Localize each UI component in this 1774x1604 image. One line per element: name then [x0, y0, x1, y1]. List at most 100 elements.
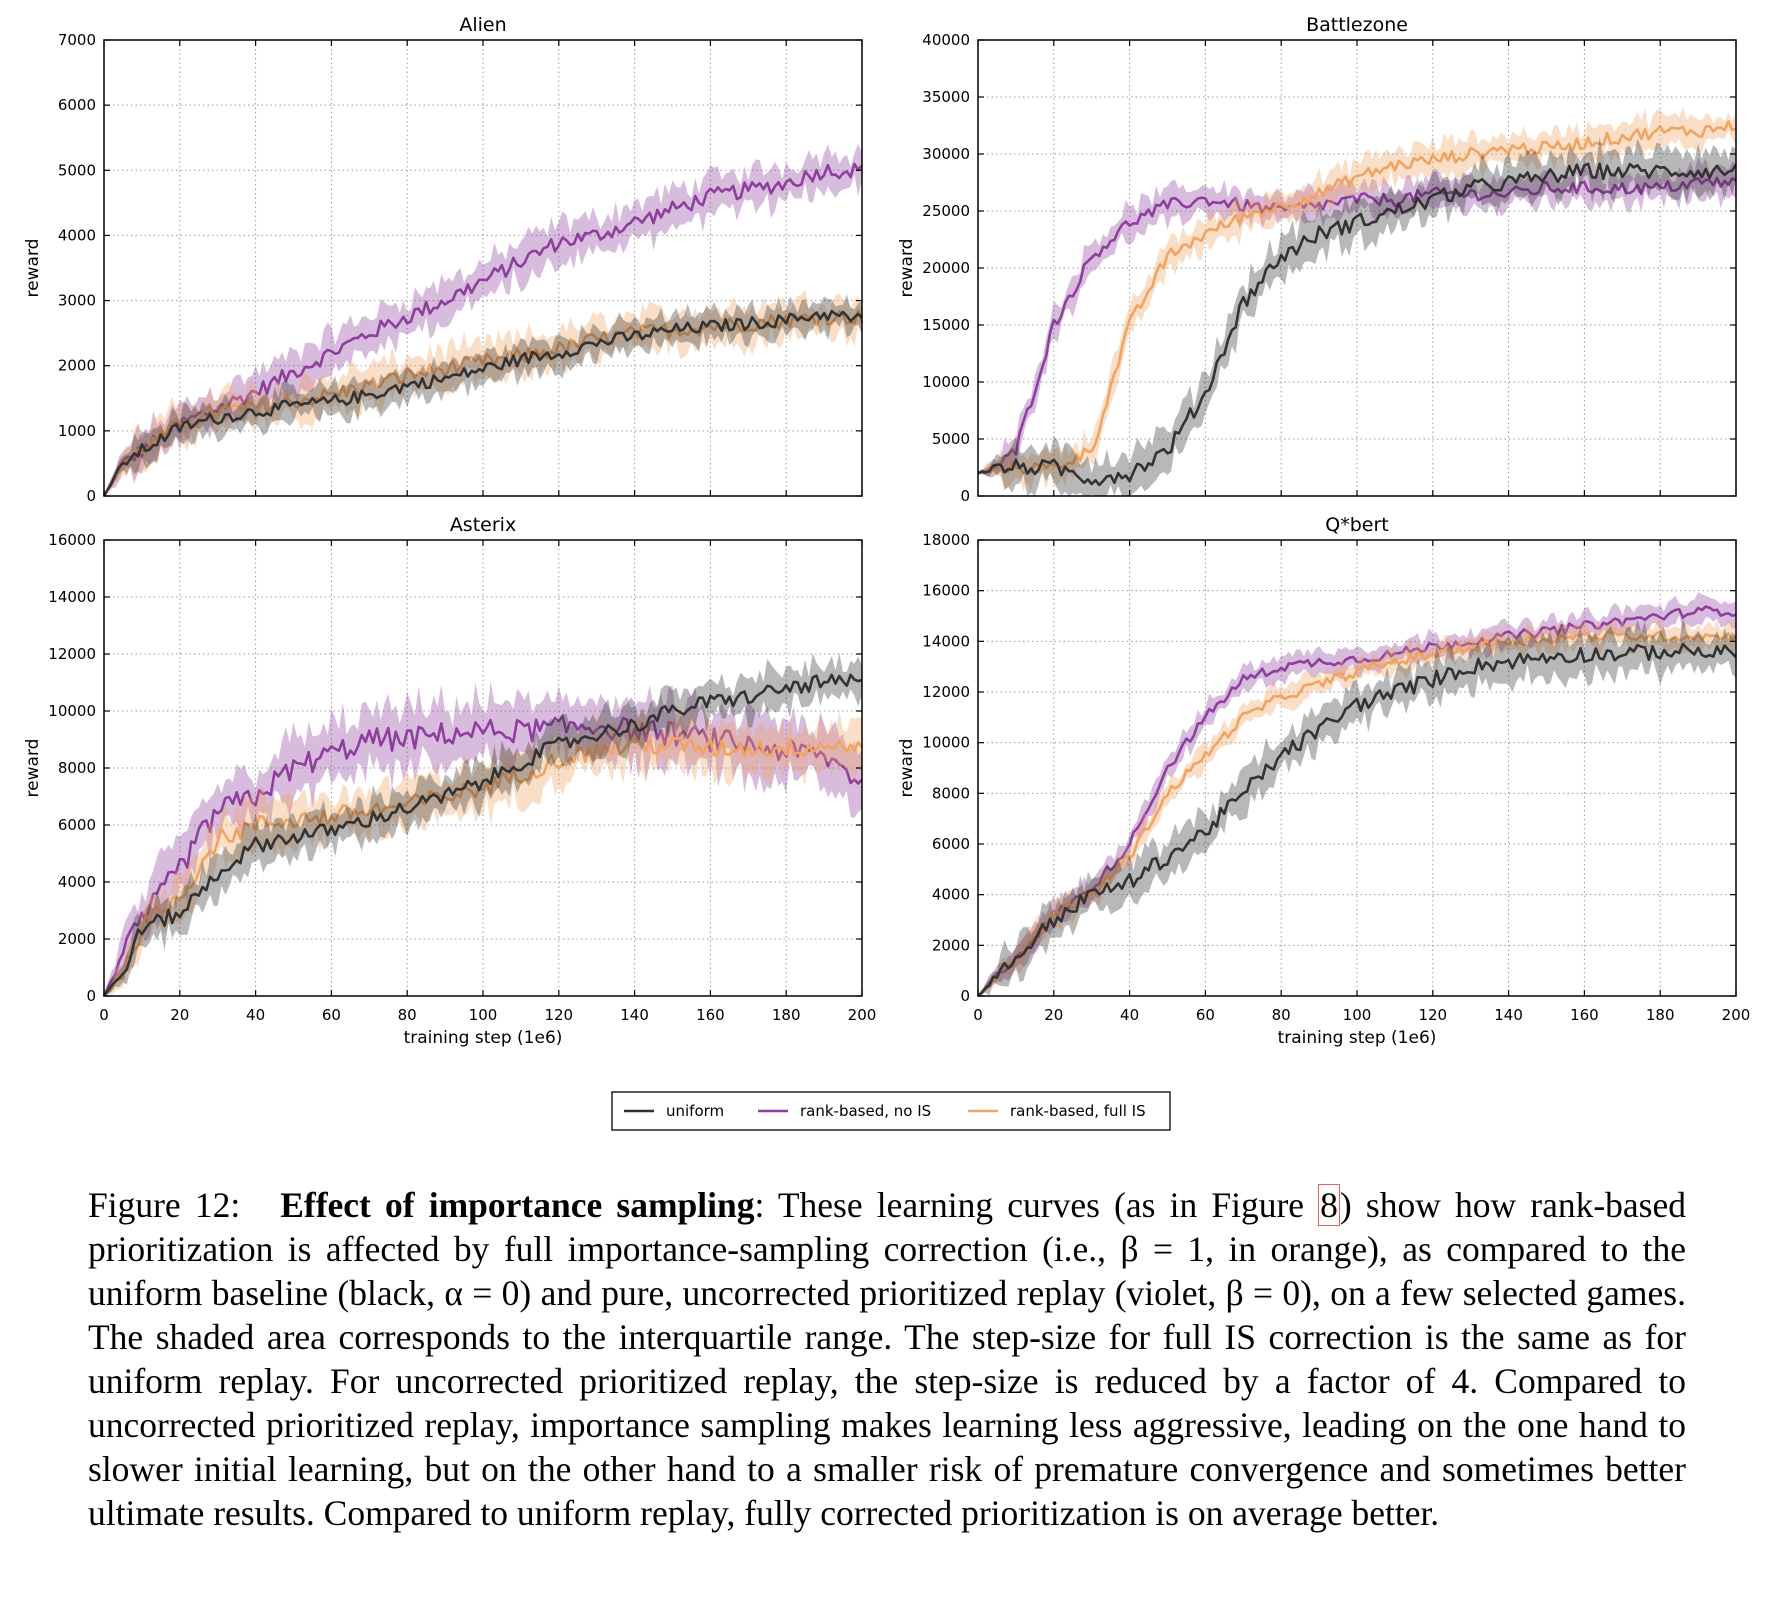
- figure-ref-link[interactable]: 8: [1318, 1184, 1340, 1226]
- y-tick-label: 35000: [922, 88, 970, 106]
- chart-panels: 01000200030004000500060007000Alienreward…: [23, 14, 1750, 1048]
- x-tick-label: 20: [1044, 1006, 1063, 1024]
- x-tick-label: 60: [1196, 1006, 1215, 1024]
- y-tick-label: 18000: [922, 531, 970, 549]
- y-tick-label: 5000: [932, 430, 970, 448]
- y-tick-label: 5000: [58, 161, 96, 179]
- y-tick-label: 25000: [922, 202, 970, 220]
- x-tick-label: 160: [696, 1006, 725, 1024]
- y-tick-label: 8000: [932, 784, 970, 802]
- caption-label: Figure 12:: [88, 1185, 241, 1225]
- caption-part1: : These learning curves (as in Figure: [754, 1185, 1319, 1225]
- series-line-rank-based-full-is: [977, 120, 1737, 475]
- x-tick-label: 100: [469, 1006, 498, 1024]
- panel-battlezone: 0 5000 10000 15000 20000 25000 30000 35000 40000…: [897, 14, 1738, 505]
- y-tick-label: 4000: [58, 873, 96, 891]
- y-axis-label: reward: [897, 739, 917, 798]
- y-tick-label: 2000: [58, 357, 96, 375]
- series-line-rank-based-no-is: [102, 714, 863, 997]
- caption-bold: Effect of importance sampling: [280, 1185, 755, 1225]
- x-tick-label: 20: [170, 1006, 189, 1024]
- iqr-band-rank-based-no-is: [978, 156, 1736, 478]
- panel-q-bert: 0200040006000800010000120001400016000180…: [897, 514, 1750, 1048]
- y-axis-label: reward: [897, 239, 917, 298]
- y-tick-label: 10000: [922, 734, 970, 752]
- x-axis-label: training step (1e6): [404, 1028, 563, 1048]
- figure-caption: Figure 12: Effect of importance sampling:…: [88, 1183, 1686, 1535]
- series-line-rank-based-full-is: [976, 630, 1738, 997]
- y-tick-label: 6000: [58, 96, 96, 114]
- legend: uniform rank-based, no IS rank-based, full…: [611, 1091, 1171, 1131]
- y-tick-label: 16000: [922, 582, 970, 600]
- y-tick-label: 4000: [932, 886, 970, 904]
- x-tick-label: 80: [1272, 1006, 1291, 1024]
- y-tick-label: 16000: [48, 531, 96, 549]
- legend-label-rank-based-full-is: rank-based, full IS: [1010, 1102, 1146, 1120]
- series-line-uniform: [977, 162, 1738, 487]
- iqr-band-uniform: [104, 294, 862, 496]
- iqr-band-rank-based-full-is: [104, 289, 862, 496]
- y-tick-label: 40000: [922, 31, 970, 49]
- iqr-band-rank-based-full-is: [978, 618, 1736, 996]
- y-tick-label: 2000: [932, 936, 970, 954]
- y-tick-label: 14000: [922, 632, 970, 650]
- y-tick-label: 10000: [922, 373, 970, 391]
- y-axis-label: reward: [23, 739, 43, 798]
- y-tick-label: 2000: [58, 930, 96, 948]
- x-tick-label: 140: [620, 1006, 649, 1024]
- x-tick-label: 200: [1722, 1006, 1751, 1024]
- y-tick-label: 1000: [58, 422, 96, 440]
- chart-title: Alien: [459, 14, 506, 36]
- y-tick-label: 0: [960, 987, 970, 1005]
- x-tick-label: 140: [1494, 1006, 1523, 1024]
- series-line-rank-based-no-is: [977, 605, 1737, 997]
- x-tick-label: 120: [1418, 1006, 1447, 1024]
- panel-alien: 0 1000 2000 3000 4000 5000 6000 7000 Alien reward: [23, 14, 864, 505]
- y-tick-label: 8000: [58, 759, 96, 777]
- x-tick-label: 0: [973, 1006, 983, 1024]
- chart-title: Q*bert: [1325, 514, 1388, 536]
- chart-title: Asterix: [450, 514, 516, 536]
- y-tick-label: 12000: [922, 683, 970, 701]
- iqr-band-rank-based-no-is: [978, 592, 1736, 996]
- series-line-rank-based-no-is: [977, 176, 1737, 475]
- y-tick-label: 3000: [58, 292, 96, 310]
- y-tick-label: 0: [960, 487, 970, 505]
- x-tick-label: 100: [1343, 1006, 1372, 1024]
- y-tick-label: 6000: [932, 835, 970, 853]
- y-tick-label: 15000: [922, 316, 970, 334]
- y-tick-label: 14000: [48, 588, 96, 606]
- iqr-band-rank-based-full-is: [104, 709, 862, 996]
- figure-canvas: 01000200030004000500060007000Alienreward…: [23, 14, 1750, 1131]
- x-tick-label: 40: [246, 1006, 265, 1024]
- panel-asterix: 0 2000 4000 6000 8000 10000 12000 14000 16000 0 20…: [23, 514, 876, 1048]
- y-axis-label: reward: [23, 239, 43, 298]
- y-tick-label: 4000: [58, 226, 96, 244]
- series-line-uniform: [977, 642, 1737, 998]
- y-tick-label: 0: [86, 487, 96, 505]
- y-tick-label: 6000: [58, 816, 96, 834]
- y-tick-label: 7000: [58, 31, 96, 49]
- y-tick-label: 0: [86, 987, 96, 1005]
- x-tick-label: 180: [772, 1006, 801, 1024]
- caption-part2: ) show how rank-based prioritization is …: [88, 1185, 1687, 1533]
- iqr-band-rank-based-no-is: [104, 143, 862, 496]
- x-tick-label: 200: [848, 1006, 877, 1024]
- x-axis-label: training step (1e6): [1278, 1028, 1437, 1048]
- y-tick-label: 30000: [922, 145, 970, 163]
- series-line-uniform: [102, 673, 863, 997]
- x-tick-label: 40: [1120, 1006, 1139, 1024]
- x-tick-label: 80: [398, 1006, 417, 1024]
- series-line-rank-based-no-is: [102, 162, 863, 497]
- x-tick-label: 0: [99, 1006, 109, 1024]
- x-tick-label: 60: [322, 1006, 341, 1024]
- y-tick-label: 20000: [922, 259, 970, 277]
- series-line-uniform: [102, 309, 863, 497]
- y-tick-label: 12000: [48, 645, 96, 663]
- legend-label-rank-based-no-is: rank-based, no IS: [800, 1102, 931, 1120]
- iqr-band-rank-based-full-is: [978, 107, 1736, 492]
- chart-title: Battlezone: [1306, 14, 1408, 36]
- x-tick-label: 160: [1570, 1006, 1599, 1024]
- series-line-rank-based-full-is: [103, 734, 864, 997]
- x-tick-label: 120: [544, 1006, 573, 1024]
